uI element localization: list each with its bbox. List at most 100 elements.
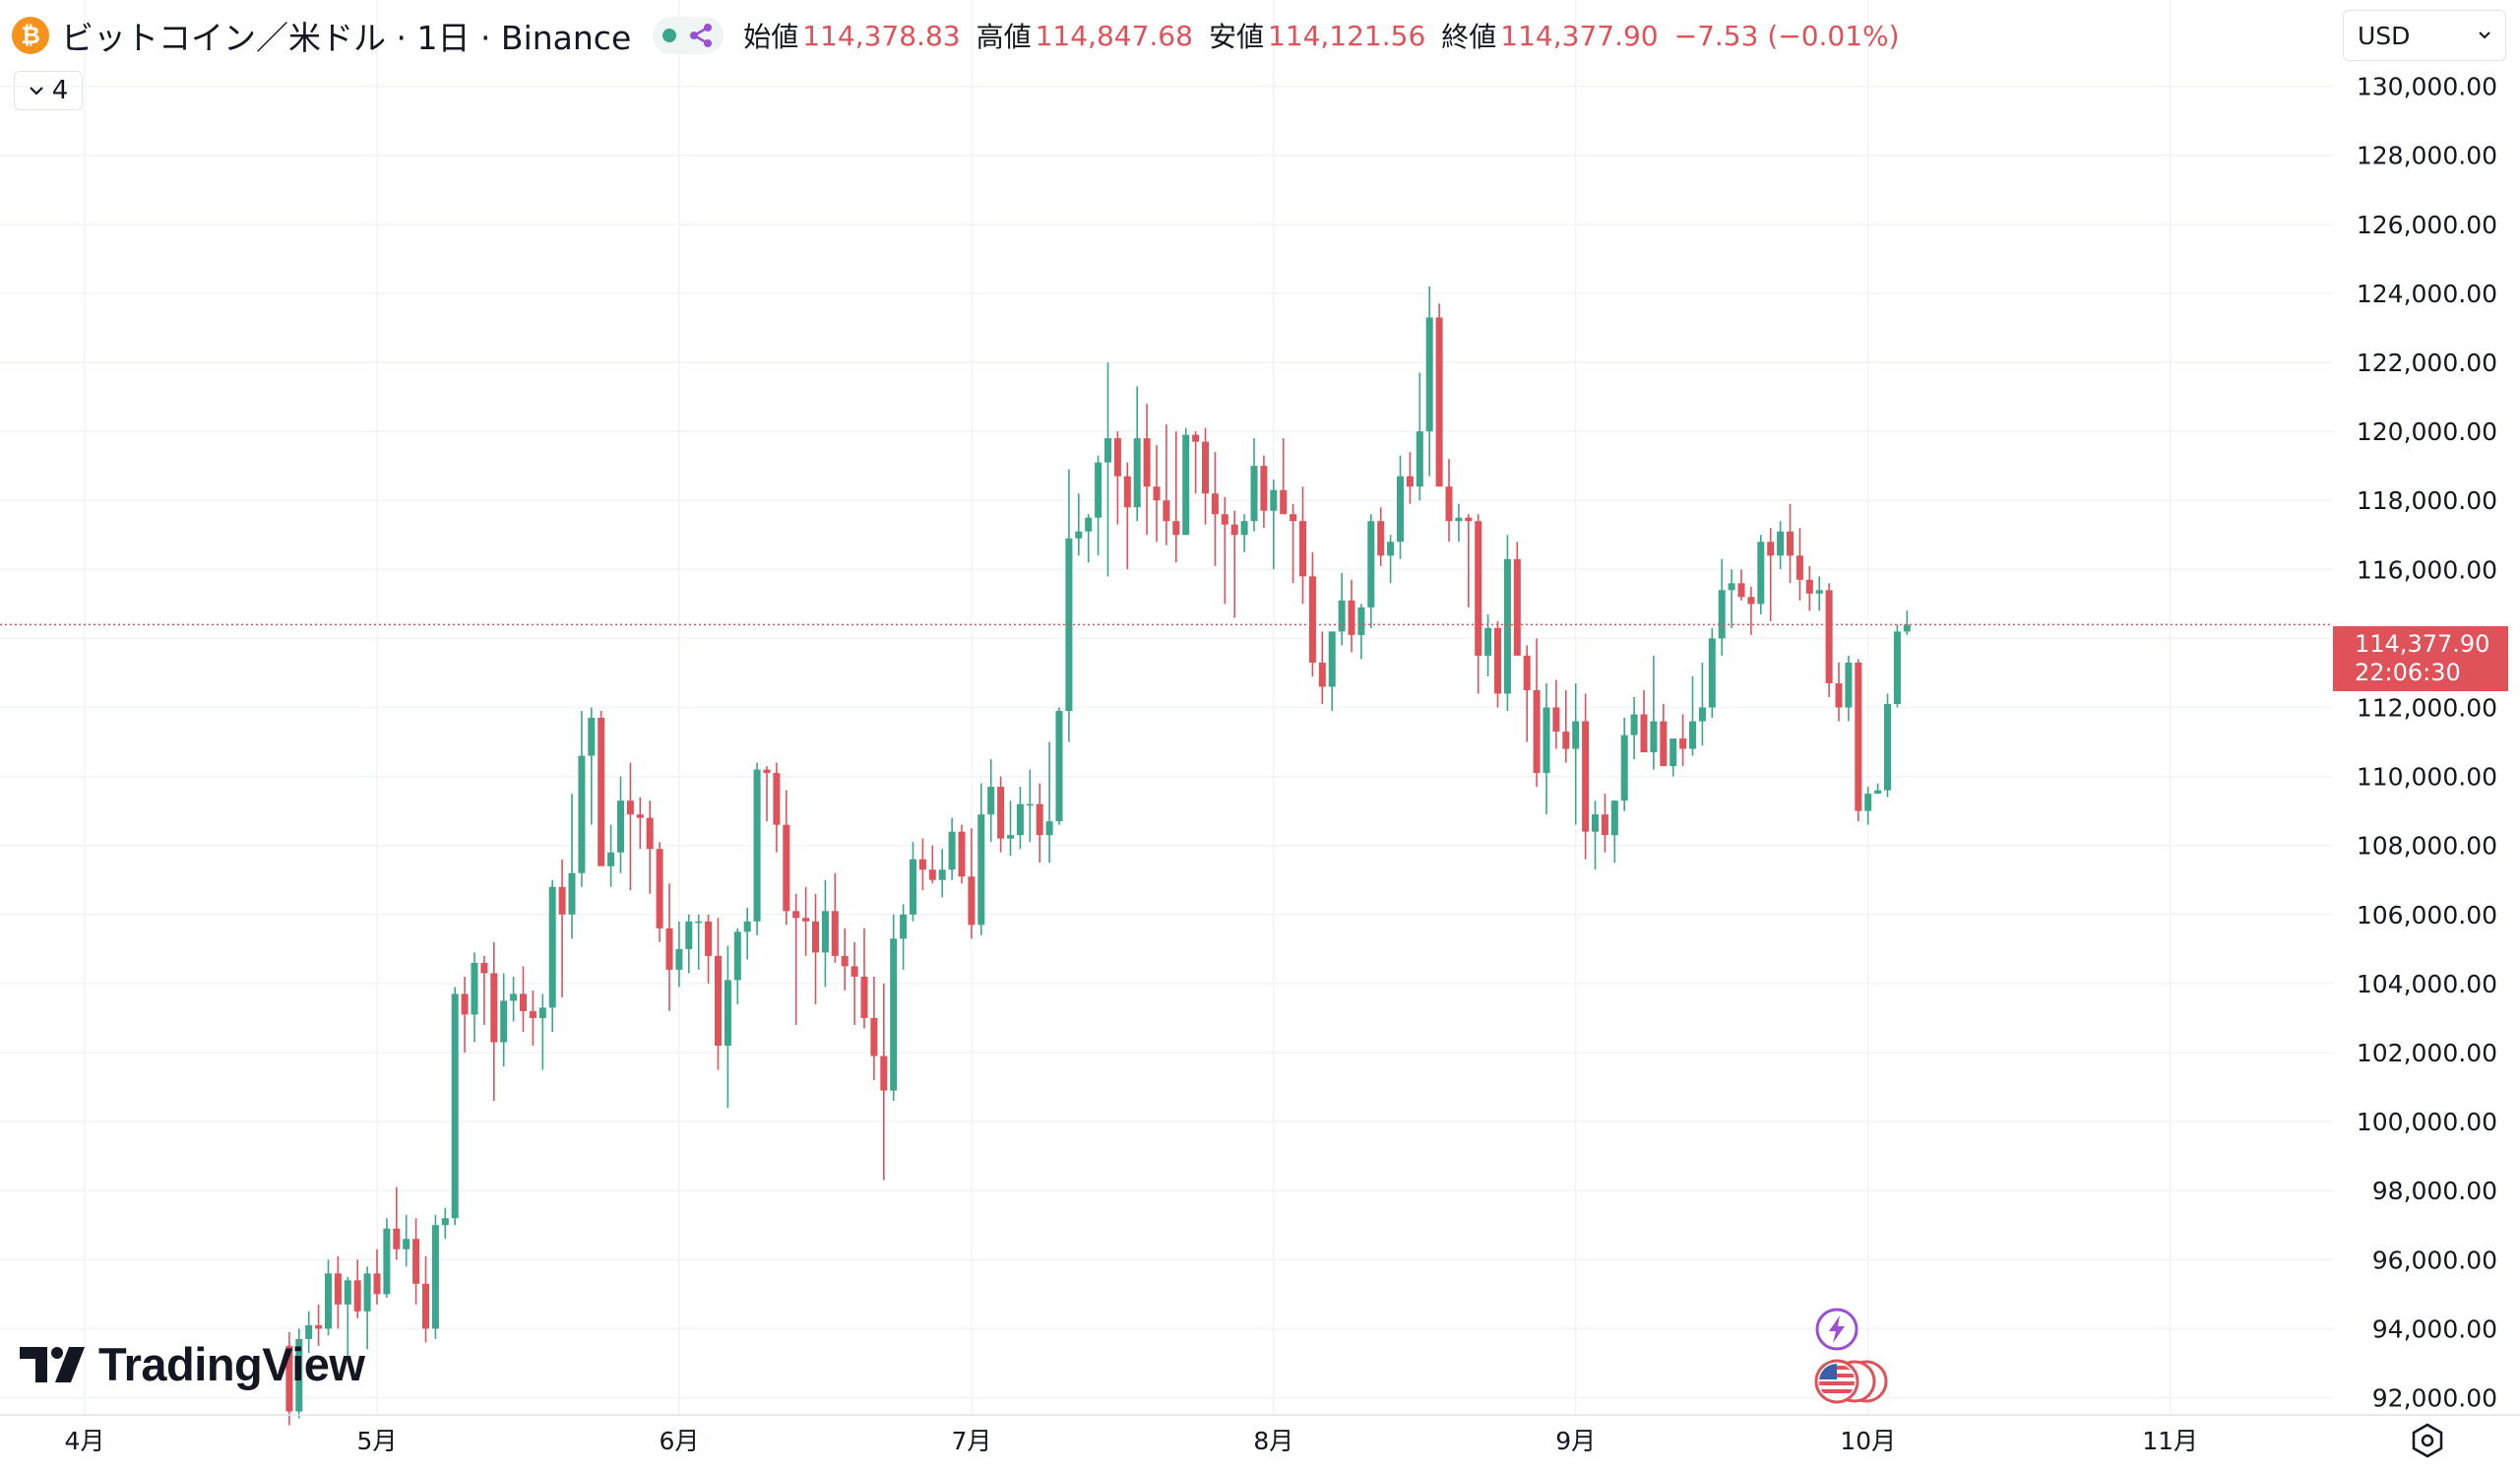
candle-body — [520, 993, 527, 1011]
candle-body — [1357, 607, 1365, 635]
candle-body — [1660, 721, 1668, 767]
candle-body — [646, 817, 654, 850]
price-tick-label: 130,000.00 — [2357, 73, 2497, 101]
candle — [773, 762, 781, 853]
open-label: 始値 — [743, 21, 799, 53]
candle — [753, 762, 761, 935]
candle — [1007, 801, 1014, 857]
candle — [1123, 462, 1131, 570]
candle-body — [1845, 662, 1853, 708]
candle — [1260, 455, 1268, 529]
candle — [588, 707, 596, 825]
candle-body — [724, 980, 731, 1046]
candle-body — [1630, 714, 1638, 736]
candle-body — [373, 1273, 381, 1295]
candle — [558, 859, 566, 997]
candle — [1240, 514, 1248, 552]
candle — [1660, 703, 1668, 767]
candle-body — [1416, 431, 1423, 487]
candle-body — [1397, 476, 1404, 543]
tradingview-logo-icon — [20, 1346, 85, 1382]
candle-body — [987, 787, 995, 815]
candle — [1815, 576, 1823, 611]
candle-body — [802, 918, 810, 922]
candle-body — [1796, 555, 1803, 580]
candle-body — [344, 1280, 351, 1305]
candle-body — [1377, 521, 1385, 556]
candle-body — [821, 911, 829, 953]
candle-body — [1835, 682, 1843, 708]
candle — [1620, 718, 1628, 811]
candle — [1416, 372, 1423, 501]
price-tick-label: 128,000.00 — [2357, 142, 2497, 170]
candle — [626, 762, 634, 891]
candle — [295, 1328, 303, 1419]
candle-body — [743, 921, 751, 932]
candle-body — [1045, 821, 1053, 836]
candle — [617, 776, 624, 873]
candle-body — [1864, 794, 1872, 811]
candle-body — [695, 921, 703, 924]
candle — [1163, 424, 1170, 545]
candle-body — [636, 814, 644, 818]
candle — [422, 1255, 429, 1343]
candle-body — [928, 869, 936, 880]
currency-select[interactable]: USD — [2343, 10, 2506, 61]
price-axis[interactable]: 92,000.00 94,000.00 96,000.00 98,000.00 100,… — [2357, 73, 2497, 1413]
candle — [1805, 565, 1813, 611]
candle — [373, 1249, 381, 1305]
market-open-icon — [662, 29, 677, 42]
candle-body — [393, 1228, 401, 1249]
candle-body — [363, 1273, 371, 1312]
candle-body — [1230, 524, 1238, 536]
candle-body — [588, 718, 596, 756]
candle — [724, 945, 731, 1109]
candle — [1299, 486, 1306, 605]
candle — [646, 801, 654, 894]
candle — [997, 776, 1005, 853]
candle — [383, 1218, 391, 1298]
candle — [1670, 738, 1677, 777]
symbol-title[interactable]: ビットコイン／米ドル · 1日 · Binance — [61, 19, 632, 57]
candle-body — [1855, 662, 1862, 811]
candle — [977, 783, 985, 935]
candle-body — [1552, 707, 1560, 733]
tradingview-logo[interactable]: TradingView — [20, 1337, 365, 1391]
candle-body — [1670, 738, 1677, 767]
price-tick-label: 102,000.00 — [2357, 1039, 2497, 1067]
candle-body — [1202, 441, 1209, 494]
candle — [305, 1311, 313, 1353]
candle — [1855, 659, 1862, 822]
candle-body — [1143, 438, 1151, 487]
change-value: −7.53 (−0.01%) — [1673, 19, 1900, 52]
candle — [500, 973, 508, 1067]
candle-body — [1240, 521, 1248, 536]
candle-body — [1338, 600, 1346, 632]
settings-gear-icon[interactable] — [2408, 1421, 2447, 1460]
candle — [461, 976, 469, 1053]
candle-body — [1728, 583, 1735, 591]
lightning-event-icon[interactable] — [1814, 1307, 1859, 1352]
indicators-collapse-button[interactable]: 4 — [14, 71, 83, 110]
candle — [510, 976, 518, 1022]
candle — [705, 914, 713, 984]
candle — [1104, 362, 1111, 577]
candle — [441, 1207, 449, 1240]
candle — [412, 1218, 420, 1305]
status-pill[interactable] — [653, 17, 724, 54]
candle — [1465, 514, 1473, 608]
candle — [1055, 707, 1063, 825]
chevron-down-icon — [2479, 32, 2490, 39]
candle — [1640, 689, 1648, 753]
time-axis[interactable]: 4月 5月 6月 7月 8月 9月 10月 11月 — [65, 1427, 2198, 1455]
candle-body — [812, 921, 819, 953]
candle — [1280, 438, 1288, 515]
candle-body — [938, 869, 946, 880]
time-tick-label: 10月 — [1840, 1427, 1896, 1455]
candle-body — [334, 1273, 342, 1305]
low-label: 安値 — [1208, 21, 1264, 53]
candle — [948, 817, 956, 880]
price-tick-label: 108,000.00 — [2357, 832, 2497, 861]
us-flag-event-icon[interactable] — [1811, 1357, 1890, 1406]
